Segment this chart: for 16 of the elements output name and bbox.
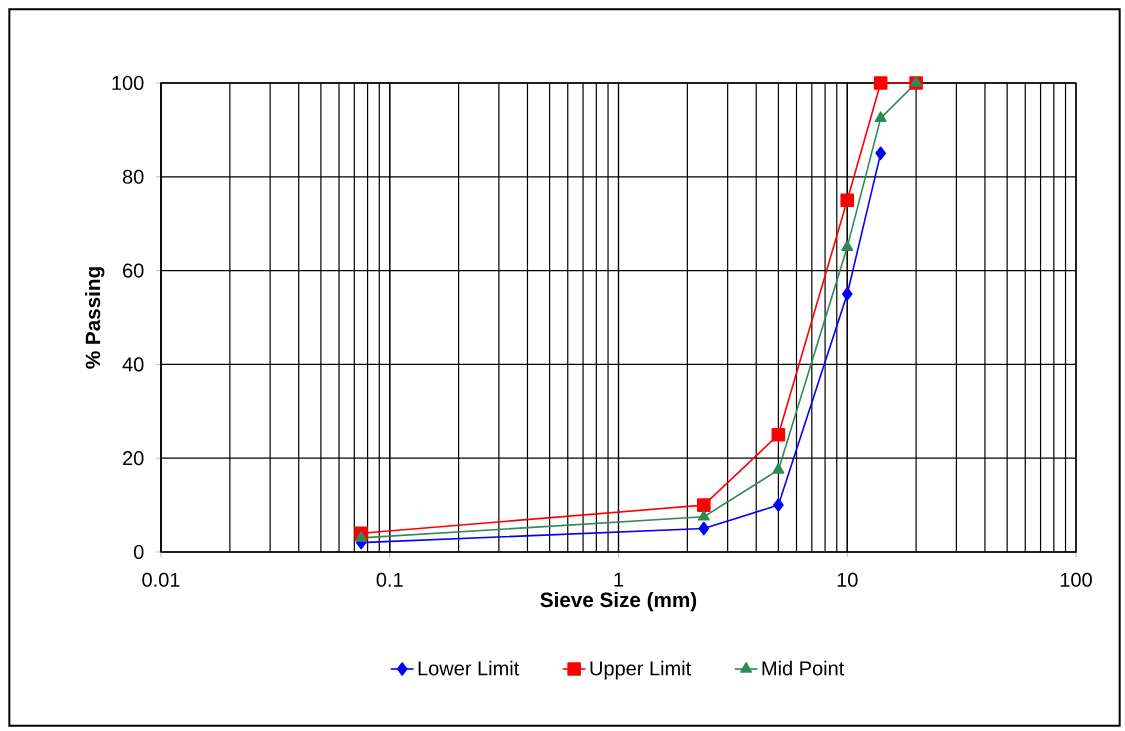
y-tick-label: 20	[123, 451, 144, 466]
x-tick-label: 0.1	[376, 572, 403, 587]
x-tick-label: 0.01	[142, 572, 180, 587]
legend-label: Mid Point	[762, 660, 845, 676]
x-axis-title: Sieve Size (mm)	[540, 592, 697, 612]
x-tick-label: 100	[1060, 572, 1092, 587]
y-tick-label: 60	[123, 263, 144, 278]
x-tick-label: 10	[837, 572, 858, 587]
legend-label: Lower Limit	[418, 660, 520, 676]
y-tick-label: 0	[133, 544, 144, 560]
y-tick-label: 40	[122, 357, 144, 372]
y-tick-label: 100	[112, 75, 144, 91]
y-axis-title: % Passing	[85, 267, 105, 369]
legend-label: Upper Limit	[590, 660, 692, 680]
y-tick-label: 80	[122, 169, 144, 184]
x-tick-label: 1	[614, 572, 624, 587]
